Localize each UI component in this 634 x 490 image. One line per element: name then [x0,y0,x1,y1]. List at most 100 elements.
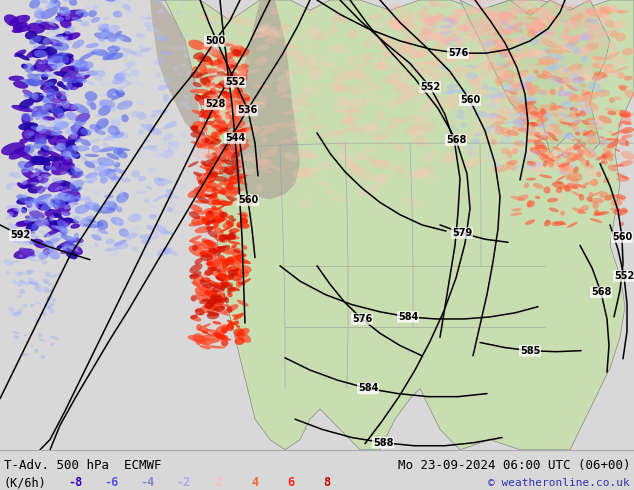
Ellipse shape [6,183,16,187]
Ellipse shape [563,151,568,156]
Ellipse shape [34,182,39,186]
Ellipse shape [547,120,553,122]
Ellipse shape [235,104,249,110]
Ellipse shape [199,149,207,154]
Ellipse shape [417,17,427,22]
Ellipse shape [458,55,464,59]
Ellipse shape [599,138,607,143]
Ellipse shape [84,154,99,157]
Ellipse shape [247,19,252,26]
Ellipse shape [65,250,77,259]
Ellipse shape [541,153,548,159]
Ellipse shape [423,16,431,24]
Ellipse shape [588,24,600,32]
Ellipse shape [221,326,228,333]
Ellipse shape [194,154,202,159]
Ellipse shape [510,145,520,151]
Ellipse shape [566,173,571,180]
Ellipse shape [465,33,482,43]
Ellipse shape [485,23,495,31]
Ellipse shape [583,55,586,59]
Ellipse shape [11,261,20,263]
Ellipse shape [204,144,225,152]
Ellipse shape [94,167,104,172]
Ellipse shape [210,146,220,152]
Ellipse shape [435,17,449,23]
Ellipse shape [292,97,306,104]
Ellipse shape [49,121,62,126]
Ellipse shape [25,223,39,232]
Ellipse shape [117,100,133,110]
Ellipse shape [566,91,576,98]
Ellipse shape [563,2,567,11]
Ellipse shape [482,41,495,47]
Ellipse shape [529,147,540,153]
Ellipse shape [27,220,42,227]
Ellipse shape [516,70,529,76]
Ellipse shape [503,49,509,57]
Ellipse shape [213,162,225,173]
Ellipse shape [48,233,60,238]
Ellipse shape [167,146,172,152]
Ellipse shape [44,238,61,245]
Ellipse shape [189,204,203,212]
Ellipse shape [556,46,571,53]
Ellipse shape [34,171,40,176]
Ellipse shape [25,281,32,286]
Ellipse shape [582,120,589,125]
Ellipse shape [377,62,384,68]
Ellipse shape [564,185,571,192]
Ellipse shape [8,75,24,81]
Ellipse shape [515,7,523,12]
Ellipse shape [619,84,626,91]
Ellipse shape [401,39,413,48]
Ellipse shape [530,111,539,116]
Ellipse shape [453,140,459,149]
Ellipse shape [219,61,230,71]
Ellipse shape [38,22,59,30]
Ellipse shape [558,163,570,168]
Ellipse shape [217,246,225,253]
Ellipse shape [227,196,237,201]
Ellipse shape [598,7,613,15]
Ellipse shape [226,57,245,64]
Ellipse shape [233,268,245,277]
Ellipse shape [202,93,207,99]
Ellipse shape [415,71,432,80]
Ellipse shape [440,24,453,28]
Ellipse shape [583,167,598,176]
Ellipse shape [411,198,420,208]
Text: 552: 552 [225,77,245,87]
Ellipse shape [207,312,219,319]
Ellipse shape [195,292,210,302]
Ellipse shape [52,298,56,302]
Ellipse shape [8,172,15,177]
Ellipse shape [48,39,63,47]
Ellipse shape [64,154,81,160]
Ellipse shape [617,176,630,182]
Ellipse shape [507,89,519,92]
Ellipse shape [55,53,74,60]
Ellipse shape [538,91,545,95]
Ellipse shape [275,90,288,95]
Ellipse shape [527,157,543,166]
Ellipse shape [455,10,466,17]
Ellipse shape [158,85,169,90]
Ellipse shape [233,261,248,264]
Ellipse shape [560,44,566,51]
Ellipse shape [319,61,335,67]
Ellipse shape [551,221,565,226]
Ellipse shape [394,83,411,90]
Ellipse shape [533,7,543,14]
Ellipse shape [514,140,525,147]
Ellipse shape [205,174,212,179]
Ellipse shape [521,164,529,173]
Ellipse shape [27,73,41,83]
Ellipse shape [454,52,461,57]
Ellipse shape [563,19,572,23]
Ellipse shape [108,84,112,87]
Ellipse shape [440,30,452,36]
Ellipse shape [196,138,210,148]
Ellipse shape [380,51,396,57]
Ellipse shape [433,40,449,49]
